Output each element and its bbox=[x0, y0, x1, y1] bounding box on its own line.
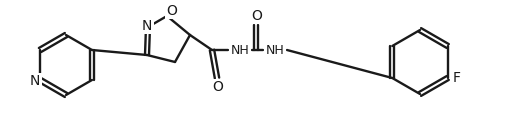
Text: NH: NH bbox=[265, 43, 284, 57]
Text: O: O bbox=[251, 9, 262, 23]
Text: N: N bbox=[30, 74, 40, 88]
Text: F: F bbox=[452, 71, 460, 85]
Text: N: N bbox=[141, 19, 152, 33]
Text: O: O bbox=[166, 4, 177, 18]
Text: NH: NH bbox=[230, 43, 249, 57]
Text: O: O bbox=[212, 80, 223, 94]
